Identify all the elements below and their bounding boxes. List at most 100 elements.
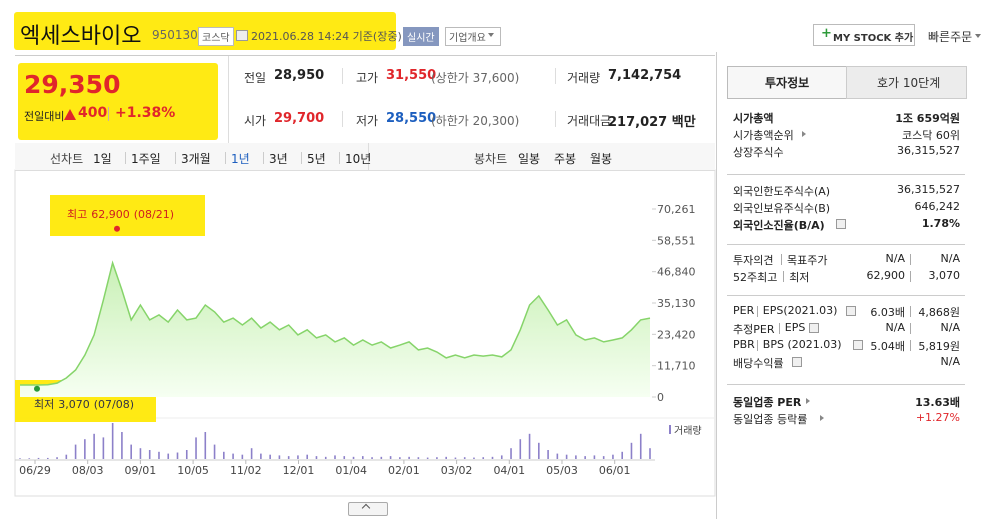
help-icon[interactable] (792, 357, 802, 367)
link-arrow[interactable] (802, 131, 806, 137)
stat-value: 28,950 (274, 68, 325, 83)
volume-bar (93, 433, 95, 459)
help-icon[interactable] (808, 323, 819, 333)
period-button[interactable]: 1주일 (131, 152, 161, 166)
low-label: 최저 3,070 (07/08) (34, 398, 134, 411)
divider (781, 254, 782, 265)
period-button[interactable]: 주봉 (554, 152, 577, 166)
volume-bar (639, 433, 642, 459)
period-button[interactable]: 월봉 (590, 152, 613, 166)
divider (555, 68, 556, 84)
link-arrow[interactable] (819, 415, 824, 421)
area-fill (20, 262, 650, 397)
divider (342, 111, 343, 127)
volume-bar (278, 455, 281, 459)
info-value: +1.27% (915, 411, 960, 424)
volume-bar (102, 437, 105, 459)
stat-value: 28,550 (386, 111, 437, 126)
volume-bar (417, 457, 420, 459)
info-value: 36,315,527 (897, 144, 960, 157)
volume-bar (389, 456, 392, 459)
volume-bar (649, 448, 651, 459)
company-info[interactable]: 기업개요 (445, 27, 501, 46)
volume-bar (46, 457, 49, 459)
divider (108, 107, 109, 121)
volume-bar (269, 454, 271, 459)
label-part: (08/21) (134, 208, 174, 221)
label-part: 3,070 (58, 398, 90, 411)
stat-note: (상한가 37,600) (431, 71, 520, 85)
y-tick-label: 70,261 (657, 203, 696, 216)
volume-bar (287, 456, 290, 459)
divider (727, 174, 965, 175)
volume-bar (500, 455, 503, 459)
divider (783, 271, 785, 282)
period-button[interactable]: 1년 (231, 152, 250, 166)
info-label: 목표주가 (787, 254, 828, 267)
volume-bar (185, 450, 188, 459)
tab-label: 투자정보 (765, 76, 810, 90)
period-button[interactable]: 3개월 (181, 152, 211, 166)
x-tick-label: 06/01 (599, 464, 631, 477)
volume-bar (510, 448, 512, 459)
label-part: 62,900 (91, 208, 130, 221)
y-tick-label: 11,710 (657, 360, 696, 373)
dropdown-arrow (975, 34, 981, 38)
volume-bar (176, 452, 179, 459)
high-dot (114, 225, 120, 232)
collapse-button[interactable] (348, 502, 388, 516)
volume-bar (408, 456, 410, 459)
period-button[interactable]: 10년 (345, 152, 372, 166)
info-label: 배당수익률 (733, 357, 784, 370)
stat-label: 고가 (356, 71, 379, 85)
info-value: 5,819원 (918, 340, 960, 353)
link-arrow[interactable] (806, 398, 811, 404)
y-tick-label: 0 (657, 391, 664, 404)
volume-bar (158, 451, 160, 459)
change-rate: +1.38% (115, 105, 176, 121)
info-label: 동일업종 등락률 (733, 413, 808, 426)
y-tick-label: 58,551 (657, 234, 696, 247)
period-button[interactable]: 5년 (307, 152, 326, 166)
period-button[interactable]: 3년 (269, 152, 288, 166)
info-label: EPS(2021.03) (762, 304, 838, 317)
divider (225, 152, 226, 164)
volume-bar (260, 453, 262, 459)
volume-bar (547, 450, 549, 459)
divider (910, 254, 911, 265)
divider (910, 340, 911, 351)
info-value: 36,315,527 (897, 183, 960, 196)
volume-bar (130, 444, 132, 459)
stat-label: 저가 (356, 114, 379, 128)
info-value: 4,868원 (918, 306, 960, 319)
help-icon[interactable] (836, 219, 846, 229)
x-tick-label: 04/01 (493, 464, 525, 477)
toolbar-label: 선차트 (50, 152, 84, 166)
volume-bar (74, 444, 77, 459)
toolbar (15, 143, 715, 171)
volume-bar (148, 450, 151, 459)
label-part: 최고 (67, 208, 87, 221)
period-button[interactable]: 1일 (93, 152, 112, 166)
realtime-badge[interactable]: 실시간 (403, 27, 439, 46)
stat-value: 7,142,754 (608, 68, 682, 83)
help-icon[interactable] (852, 340, 863, 350)
info-value: N/A (885, 252, 905, 265)
divider (342, 68, 343, 84)
volume-bar (454, 457, 457, 459)
quick-order[interactable]: 빠른주문 (928, 30, 973, 44)
info-label: EPS (784, 321, 806, 334)
info-label: 최저 (789, 271, 810, 284)
volume-bar (334, 455, 336, 459)
stat-value: 31,550 (386, 68, 437, 83)
my-stock-button[interactable] (813, 24, 915, 46)
help-icon[interactable] (846, 306, 856, 316)
low-dot (34, 385, 40, 392)
tab[interactable] (846, 66, 967, 99)
volume-bar (28, 458, 31, 459)
period-button[interactable]: 일봉 (518, 152, 541, 166)
change: 400 (78, 105, 108, 121)
info-label: PER (733, 304, 755, 317)
volume-bar (19, 458, 21, 459)
stock-name: 엑세스바이오 (20, 24, 142, 49)
